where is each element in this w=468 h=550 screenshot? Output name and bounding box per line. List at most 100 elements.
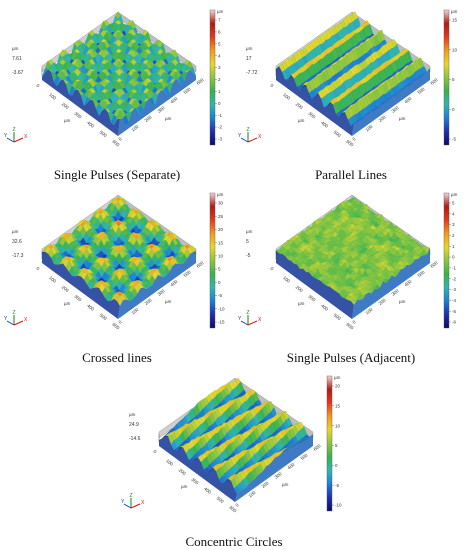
y-tick-label: 500: [417, 269, 426, 278]
surface-cell: [233, 485, 241, 495]
colorbar: [209, 192, 216, 329]
surface-cell: [350, 300, 358, 306]
triad-x-label: X: [141, 500, 145, 506]
surface-mesh: [275, 11, 431, 127]
colorbar-tick-label: 25: [218, 214, 224, 219]
z-unit-label: µm: [246, 229, 253, 234]
colorbar-tick-label: -3: [218, 137, 222, 142]
triad-z-label: Z: [13, 310, 16, 316]
front-face-left: [42, 69, 120, 136]
front-face-right: [352, 247, 430, 319]
z-max-label: 7.61: [12, 56, 22, 62]
colorbar-tick-label: 20: [335, 384, 341, 389]
triad-y-axis: [6, 320, 15, 326]
triad-y-label: Y: [121, 499, 125, 505]
x-tick-label: 0: [152, 449, 157, 455]
front-face-left: [159, 435, 237, 502]
x-tick-label: 0: [269, 83, 274, 89]
colorbar-tick-label: -1: [452, 266, 456, 271]
triad-x-axis: [130, 503, 141, 509]
colorbar-tick-label: 0: [452, 255, 455, 260]
x-tick-label: 0: [35, 266, 40, 272]
colorbar-tick-label: 1: [452, 244, 455, 249]
colorbar-tick-label: -10: [218, 306, 225, 311]
colorbar-tick-label: -6: [452, 320, 456, 325]
colorbar-tick-label: 5: [335, 443, 338, 448]
triad-y-label: Y: [238, 316, 242, 322]
surface-plot: 32.6-17.3µm01002003004005006000100200300…: [4, 192, 225, 331]
triad-y-label: Y: [238, 133, 242, 139]
y-tick-label: 100: [365, 124, 374, 133]
z-max-label: 32.6: [12, 239, 22, 245]
colorbar-tick-label: -4: [452, 298, 456, 303]
x-tick-label: 400: [203, 486, 212, 495]
x-tick-label: 600: [345, 322, 354, 331]
y-tick-label: 0: [118, 319, 123, 325]
y-tick-label: 600: [196, 260, 205, 269]
x-tick-label: 600: [111, 322, 120, 331]
z-unit-label: µm: [246, 46, 253, 51]
surface-plot: 24.9-14.6µm01002003004005006000100200300…: [121, 375, 342, 514]
colorbar: [326, 375, 333, 512]
triad-z-label: Z: [130, 493, 133, 499]
front-face-left: [276, 250, 354, 319]
y-tick-label: 200: [378, 297, 387, 306]
colorbar-unit: µm: [217, 9, 224, 14]
y-tick-label: 0: [235, 502, 240, 508]
colorbar-tick-label: -15: [218, 320, 225, 325]
colorbar-tick-label: -2: [452, 276, 456, 281]
colorbar-tick-label: -5: [335, 483, 339, 488]
panel-caption: Single Pulses (Separate): [53, 167, 181, 182]
surface-plot: 7.61-3.67µm01002003004005006000100200300…: [4, 9, 224, 148]
surface-panel-single-pulses-separate: 7.61 -3.67 µm 0 100 200 300 400 500 600 0 100 200 300…: [0, 0, 234, 183]
colorbar-tick-label: -3: [452, 287, 456, 292]
front-face-left: [42, 251, 120, 319]
z-min-label: -7.72: [246, 70, 258, 76]
y-tick-label: 500: [183, 86, 192, 95]
surface-mesh: [41, 196, 197, 307]
x-axis-unit: µm: [181, 484, 188, 489]
front-face-right: [118, 250, 196, 319]
panel-caption: Concentric Circles: [185, 534, 283, 549]
y-tick-label: 600: [196, 77, 205, 86]
surface-plot: 5-5µm01002003004005006000100200300400500…: [238, 192, 458, 331]
front-face-right: [352, 68, 430, 136]
surface-mesh: [41, 11, 197, 127]
x-tick-label: 500: [333, 130, 342, 139]
y-axis-unit: µm: [165, 299, 172, 304]
surface-plot: 17-7.72µm0100200300400500600010020030040…: [238, 9, 458, 148]
colorbar-tick-label: 0: [335, 463, 338, 468]
y-tick-label: 300: [157, 105, 166, 114]
colorbar: [443, 9, 450, 146]
y-tick-label: 600: [430, 260, 439, 269]
x-tick-label: 300: [307, 294, 316, 303]
x-tick-label: 400: [320, 120, 329, 129]
y-tick-label: 600: [313, 443, 322, 452]
y-tick-label: 400: [170, 96, 179, 105]
surface-mesh: [158, 377, 314, 495]
x-tick-label: 300: [307, 111, 316, 120]
y-tick-label: 0: [352, 136, 357, 142]
colorbar-tick-label: 3: [452, 222, 455, 227]
front-face-left: [276, 66, 354, 136]
panel-caption: Single Pulses (Adjacent): [286, 350, 416, 365]
triad-y-label: Y: [4, 316, 8, 322]
colorbar-tick-label: 2: [452, 233, 455, 238]
y-tick-label: 200: [261, 480, 270, 489]
colorbar-tick-label: 10: [452, 47, 458, 52]
x-tick-label: 500: [216, 496, 225, 505]
y-tick-label: 300: [391, 288, 400, 297]
colorbar-tick-label: 5: [218, 41, 221, 46]
x-tick-label: 100: [282, 92, 291, 101]
triad-z-label: Z: [247, 310, 250, 316]
y-tick-label: 400: [287, 462, 296, 471]
colorbar-tick-label: 5: [218, 267, 221, 272]
y-axis-unit: µm: [399, 299, 406, 304]
y-tick-label: 500: [417, 86, 426, 95]
x-tick-label: 600: [111, 139, 120, 148]
triad-y-axis: [6, 137, 15, 143]
x-tick-label: 500: [333, 313, 342, 322]
triad-y-label: Y: [4, 133, 8, 139]
y-tick-label: 400: [170, 279, 179, 288]
surface-panel-concentric-circles: 24.9 -14.6 µm 0 100 200 300 400 500 600 0 100 200 300…: [117, 366, 351, 549]
